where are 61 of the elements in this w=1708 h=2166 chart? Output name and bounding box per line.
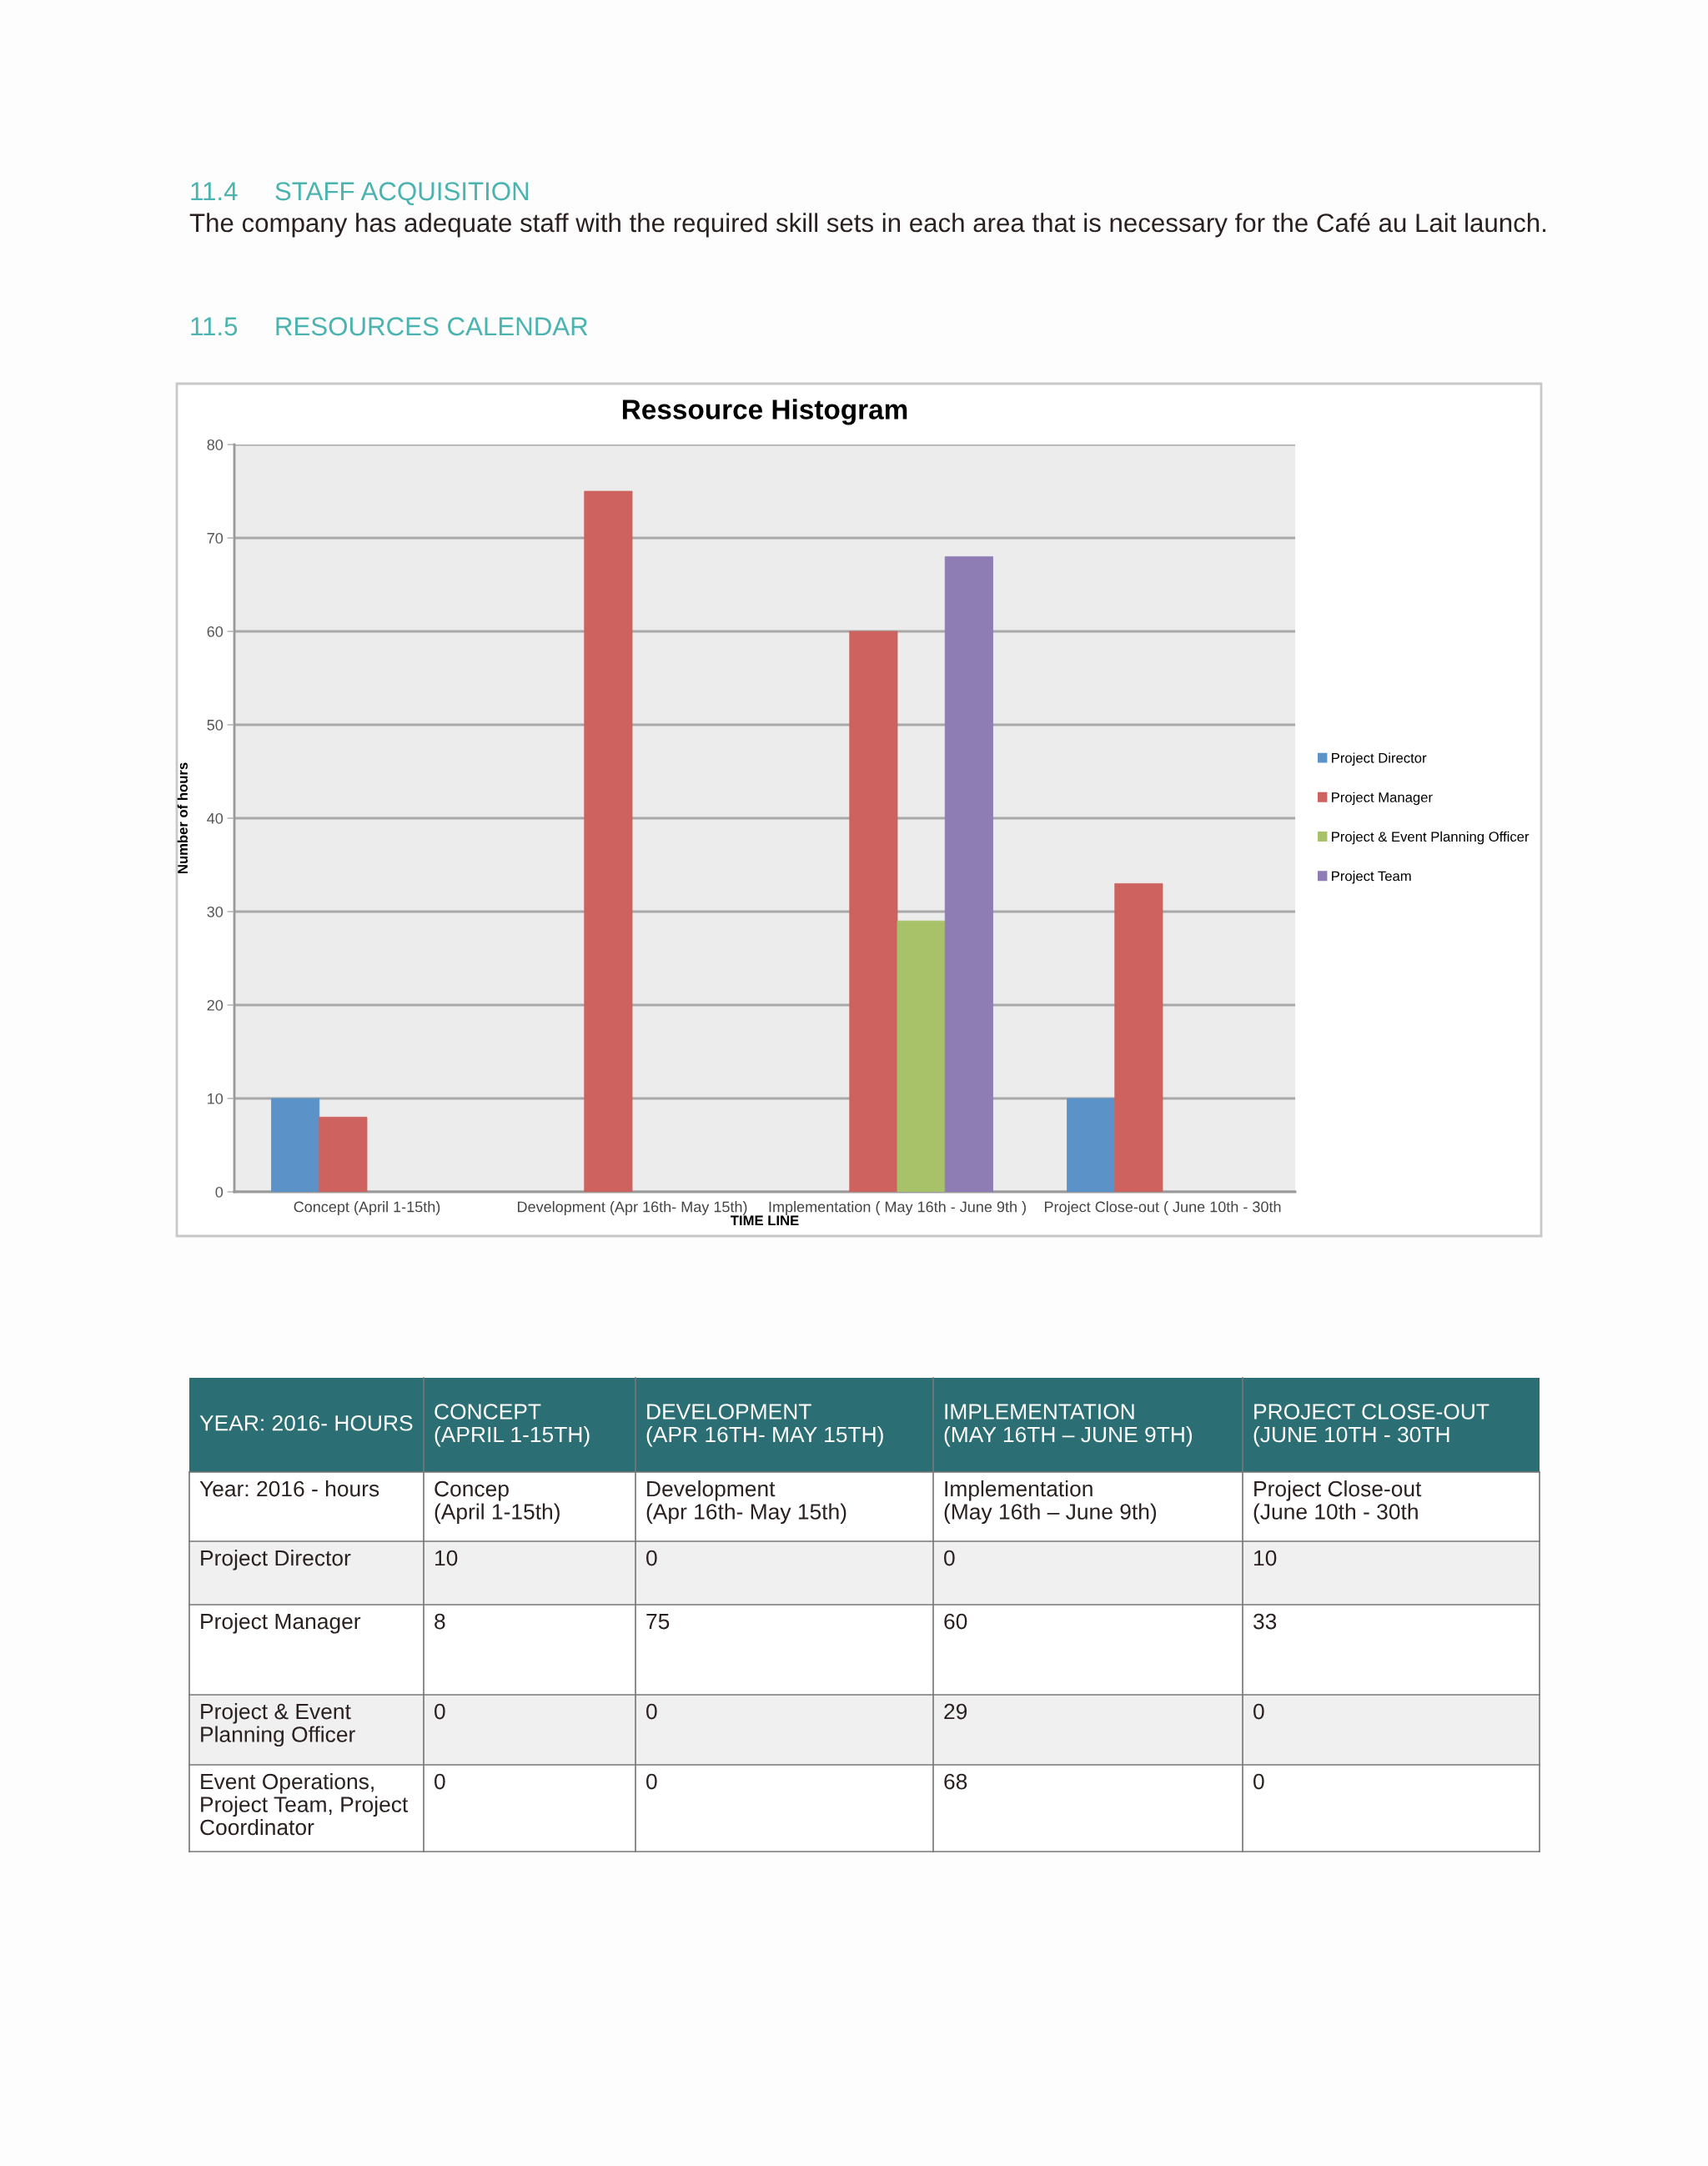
data-label: 8 [435,1613,445,1630]
text: Project & Event Planning Officer [201,1703,355,1747]
legend-label: Project Team [1332,871,1411,884]
data-label: 0 [435,1773,445,1790]
bar [1114,882,1163,1192]
bar [271,1098,320,1192]
text: Event Operations, Project Team, Project Coordinator [200,1773,409,1836]
bar [1067,1098,1116,1192]
text: Implementation (May 16th – June 9th) [944,1480,1157,1525]
bar [584,490,633,1192]
y-axis-title: Number of hours [177,762,188,874]
data-label: 0 [646,1773,657,1790]
data-label: 60 [944,1613,967,1630]
y-tick-label: 50 [207,719,224,731]
y-tick-label: 80 [207,439,224,450]
text: 11.4 STAFF ACQUISITION [191,182,529,205]
chart-title: Ressource Histogram [622,399,907,425]
x-axis-title: TIME LINE [730,1215,799,1226]
bar [944,555,993,1192]
y-tick-label: 70 [207,532,224,544]
x-tick-label: Implementation ( May 16th - June 9th ) [769,1201,1026,1215]
y-tick-label: 10 [208,1093,224,1104]
y-tick-label: 60 [207,626,224,637]
text: Concep (April 1-15th) [435,1480,560,1525]
text: Project Close-out (June 10th - 30th [1253,1480,1422,1525]
y-tick-label: 40 [207,812,224,824]
x-tick-label: Concept (April 1-15th) [294,1201,440,1215]
data-label: 29 [944,1703,967,1720]
text: Project Director [201,1550,351,1570]
text: Project Manager [201,1613,361,1634]
bar [319,1116,368,1192]
text: 11.5 RESOURCES CALENDAR [191,317,588,336]
data-label: 0 [646,1703,657,1720]
data-label: 10 [435,1550,458,1566]
bar [897,920,946,1192]
x-tick-label: Project Close-out ( June 10th - 30th [1044,1201,1281,1215]
data-label: 0 [944,1550,955,1566]
data-label: 75 [646,1613,670,1630]
data-label: 68 [944,1773,967,1790]
text: CONCEPT (APRIL 1-15TH) [435,1404,590,1447]
legend-label: Project & Event Planning Officer [1332,831,1530,845]
legend-label: Project Manager [1332,792,1433,806]
x-tick-label: Development (Apr 16th- May 15th) [518,1201,747,1215]
data-label: 0 [1253,1703,1264,1720]
y-tick-label: 20 [207,999,224,1011]
data-label: 10 [1254,1550,1277,1566]
y-tick-label: 30 [207,906,224,917]
text: YEAR: 2016- HOURS [199,1415,413,1431]
text: The company has adequate staff with the required skill sets in each area that is necessary for the Café au Lait launch. [189,213,1545,238]
bar [849,631,898,1192]
text: PROJECT CLOSE-OUT (JUNE 10TH - 30TH [1253,1404,1489,1447]
legend-label: Project Director [1332,752,1427,766]
data-label: 0 [1253,1773,1264,1790]
text: Development (Apr 16th- May 15th) [646,1480,846,1525]
text: Year: 2016 - hours [199,1480,379,1497]
text: DEVELOPMENT (APR 16TH- MAY 15TH) [646,1404,883,1447]
data-label: 0 [435,1703,445,1720]
text: IMPLEMENTATION (MAY 16TH – JUNE 9TH) [944,1404,1193,1447]
y-tick-label: 0 [215,1186,224,1198]
data-label: 33 [1253,1613,1277,1630]
data-label: 0 [646,1550,657,1566]
